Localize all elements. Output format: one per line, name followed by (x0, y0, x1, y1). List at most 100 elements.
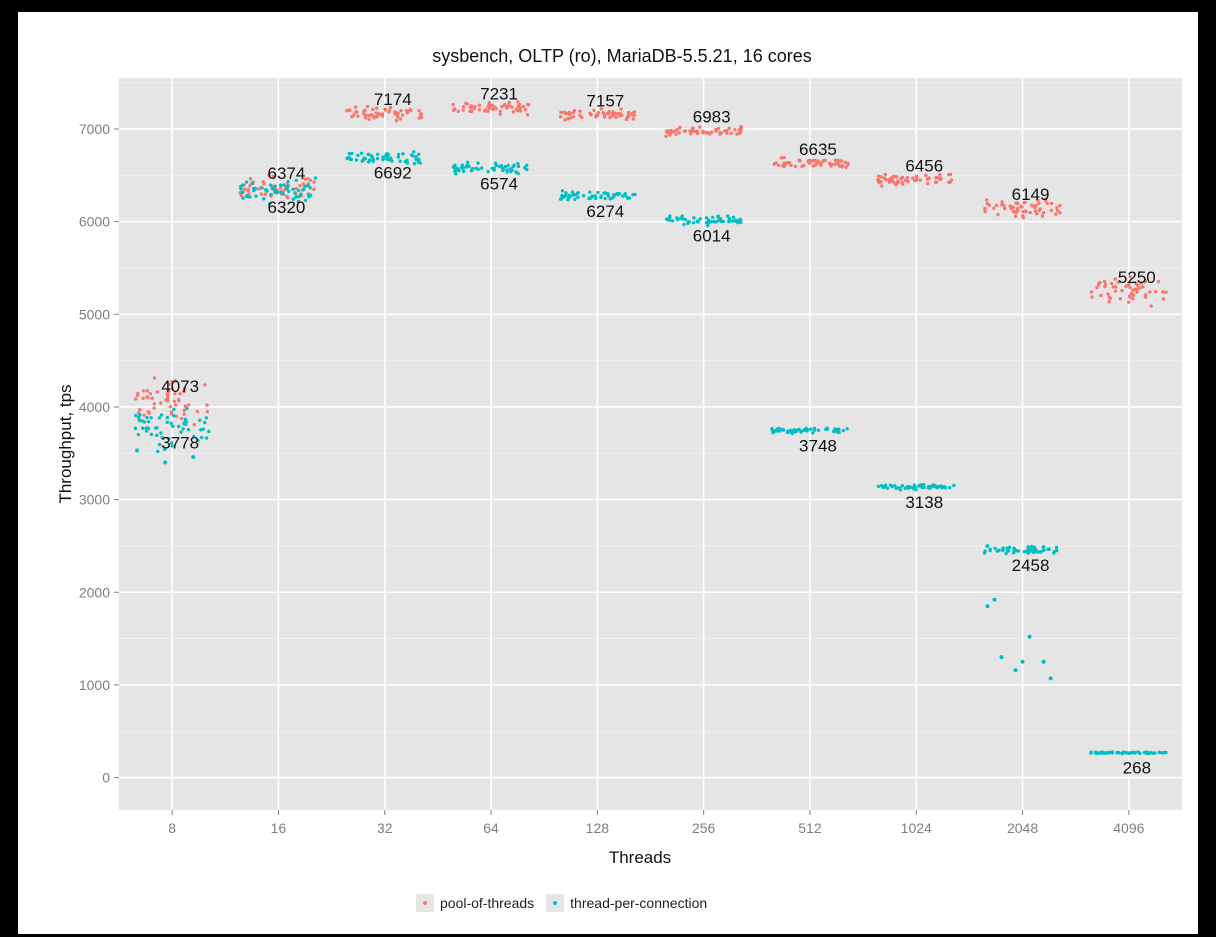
data-point (1089, 750, 1093, 754)
data-point (380, 112, 385, 116)
data-point (521, 104, 526, 109)
data-label: 6692 (374, 164, 412, 183)
data-point (156, 449, 160, 454)
data-point (241, 196, 245, 200)
legend-label: thread-per-connection (570, 895, 708, 911)
data-point (141, 396, 145, 401)
data-point (1032, 204, 1036, 209)
data-point (892, 174, 896, 178)
data-label: 3138 (905, 493, 943, 512)
data-point (729, 131, 733, 135)
data-point (146, 395, 150, 400)
data-point (155, 390, 159, 394)
data-point (291, 187, 295, 191)
data-point (285, 187, 289, 191)
data-point (985, 604, 990, 609)
data-point (192, 422, 197, 427)
y-axis-label: Throughput, tps (56, 384, 75, 503)
data-point (725, 214, 730, 218)
data-point (800, 164, 804, 169)
data-point (836, 158, 840, 163)
data-point (841, 428, 845, 433)
data-point (454, 167, 458, 172)
data-point (278, 183, 283, 187)
data-point (624, 117, 629, 122)
data-point (682, 222, 686, 227)
x-tick-label: 256 (692, 820, 716, 836)
data-point (207, 429, 211, 434)
data-point (486, 169, 490, 174)
data-point (576, 195, 580, 199)
data-point (182, 389, 186, 394)
data-point (257, 187, 261, 191)
data-point (948, 180, 953, 184)
data-point (417, 152, 421, 156)
y-tick-label: 1000 (79, 677, 110, 693)
data-point (905, 176, 910, 180)
data-point (356, 114, 360, 118)
data-point (999, 655, 1004, 660)
data-point (1058, 203, 1062, 208)
data-point (668, 214, 672, 218)
data-point (1110, 750, 1115, 754)
data-label: 6374 (268, 164, 306, 183)
data-point (619, 107, 623, 111)
data-point (451, 102, 455, 107)
data-point (833, 162, 837, 167)
data-point (876, 484, 881, 489)
data-point (294, 195, 299, 199)
data-point (486, 104, 490, 109)
data-point (1020, 659, 1025, 664)
data-label: 6014 (693, 226, 731, 245)
data-point (177, 398, 181, 402)
data-point (301, 182, 306, 186)
data-point (505, 168, 510, 172)
data-point (451, 108, 456, 112)
data-point (677, 131, 681, 135)
data-point (1149, 750, 1153, 755)
data-point (239, 187, 243, 191)
data-label: 268 (1123, 759, 1151, 778)
data-point (138, 408, 142, 412)
y-tick-label: 3000 (79, 492, 110, 508)
data-label: 6574 (480, 174, 518, 193)
data-point (698, 217, 702, 221)
data-point (271, 174, 275, 178)
data-point (717, 217, 722, 222)
data-point (468, 105, 473, 110)
data-point (187, 403, 191, 407)
data-point (720, 219, 724, 224)
data-label: 6149 (1012, 185, 1050, 204)
data-point (503, 102, 507, 107)
data-point (882, 176, 887, 180)
data-point (417, 109, 421, 113)
data-point (614, 115, 618, 119)
data-point (599, 194, 603, 198)
data-point (163, 460, 168, 465)
data-point (623, 193, 627, 198)
data-label: 6456 (905, 156, 943, 175)
data-point (313, 176, 318, 180)
data-point (725, 131, 729, 135)
data-point (136, 432, 141, 437)
data-point (1157, 750, 1161, 755)
data-point (1144, 293, 1148, 297)
data-point (894, 181, 899, 186)
data-point (922, 485, 927, 490)
data-point (518, 105, 522, 110)
data-label: 7231 (480, 85, 518, 104)
data-point (912, 178, 917, 183)
data-point (567, 110, 571, 115)
data-point (561, 195, 565, 200)
data-point (246, 187, 250, 192)
data-point (678, 126, 682, 130)
data-point (268, 202, 272, 206)
data-point (503, 164, 508, 169)
data-label: 6320 (268, 198, 306, 217)
data-point (927, 176, 931, 180)
data-point (286, 189, 291, 194)
data-point (727, 216, 732, 221)
data-point (1011, 209, 1015, 214)
data-point (889, 176, 893, 180)
data-point (498, 109, 503, 114)
